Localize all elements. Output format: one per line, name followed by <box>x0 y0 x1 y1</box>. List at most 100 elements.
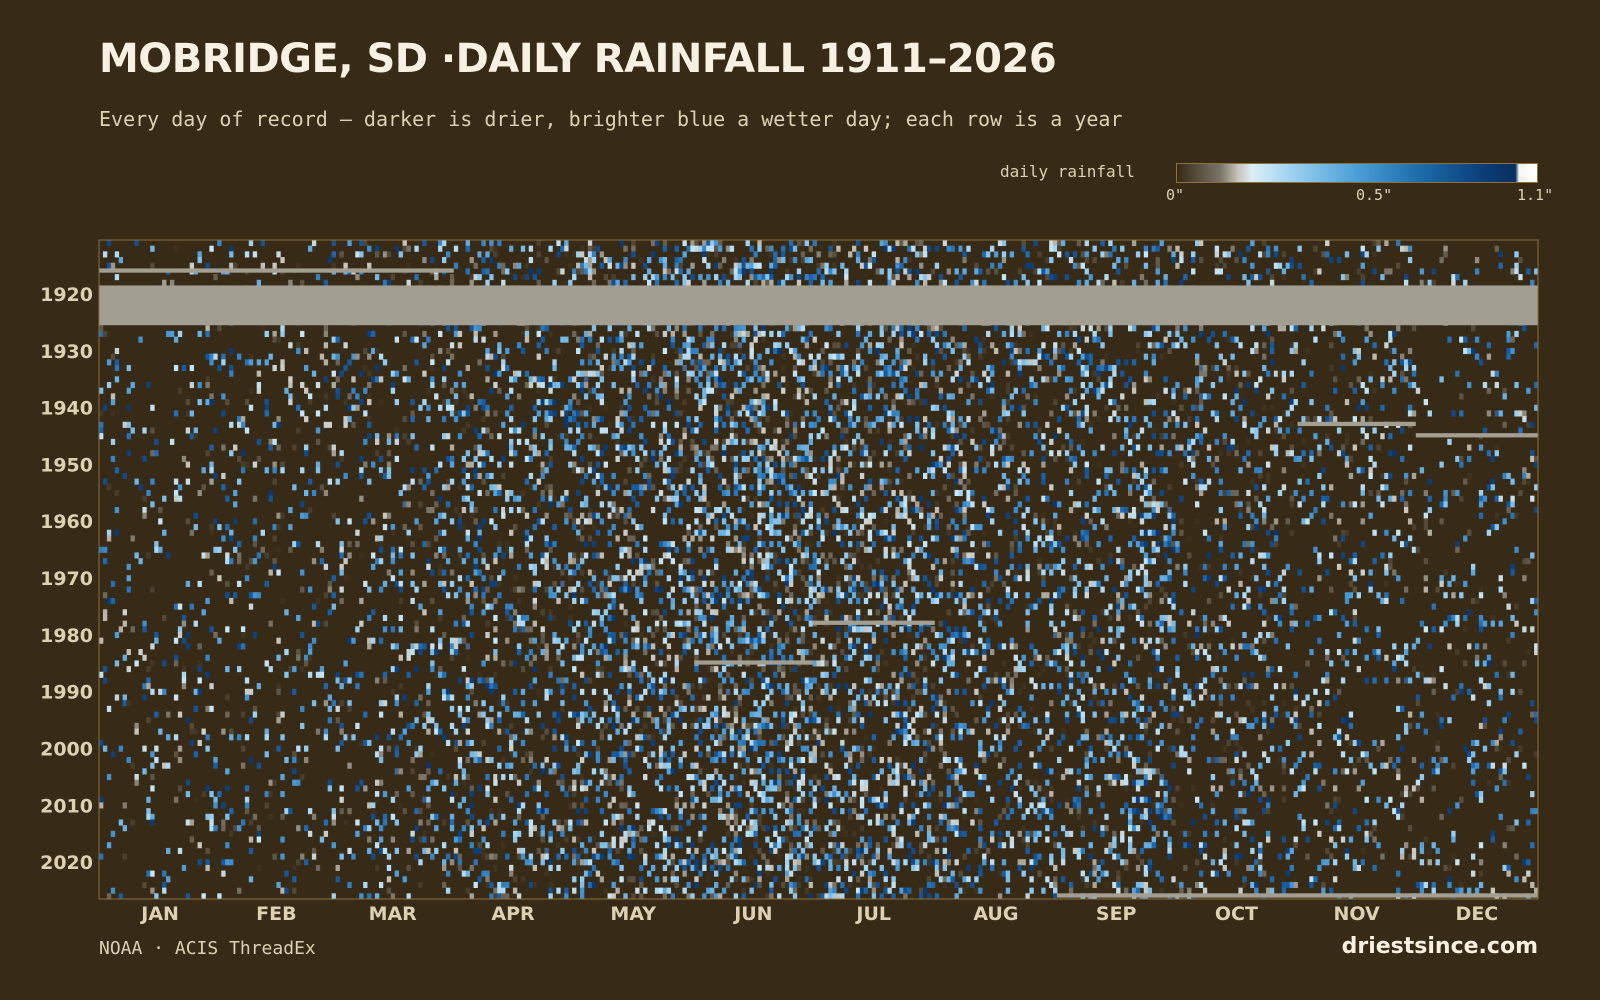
rain-cell <box>481 251 486 258</box>
rain-cell <box>540 336 545 343</box>
rain-cell <box>1502 387 1507 394</box>
rain-cell <box>832 410 837 417</box>
rain-cell <box>828 279 833 286</box>
rain-cell <box>1214 410 1220 417</box>
rain-cell <box>102 404 108 411</box>
rain-cell <box>497 387 502 394</box>
rain-cell <box>702 529 707 536</box>
rain-cell <box>1124 467 1129 474</box>
rain-cell <box>1262 364 1267 372</box>
rain-cell <box>1064 393 1070 400</box>
rain-cell <box>788 347 794 355</box>
rain-cell <box>1368 580 1373 587</box>
rain-cell <box>757 489 762 497</box>
rain-cell <box>414 274 419 281</box>
rain-cell <box>966 382 971 389</box>
rain-cell <box>986 512 991 519</box>
rain-cell <box>1265 268 1271 275</box>
rain-cell <box>954 433 959 440</box>
rain-cell <box>497 580 502 587</box>
rain-cell <box>1348 455 1354 462</box>
rain-cell <box>1072 529 1078 536</box>
rain-cell <box>792 524 798 531</box>
rain-cell <box>1234 501 1239 508</box>
rain-cell <box>532 416 538 423</box>
rain-cell <box>840 433 845 440</box>
rain-cell <box>548 387 553 394</box>
rain-cell <box>1143 569 1149 576</box>
rain-cell <box>686 387 691 394</box>
rain-cell <box>922 433 928 440</box>
rain-cell <box>990 387 995 394</box>
rain-cell <box>694 529 699 536</box>
rain-cell <box>1230 438 1235 445</box>
rain-cell <box>721 325 727 332</box>
rain-cell <box>919 382 924 389</box>
rain-cell <box>1439 461 1444 468</box>
rain-cell <box>792 257 798 264</box>
rain-cell <box>323 279 329 286</box>
rain-cell <box>714 274 719 281</box>
rain-cell <box>595 370 601 377</box>
rain-cell <box>524 512 530 519</box>
rain-cell <box>643 472 648 479</box>
rain-cell <box>643 580 648 587</box>
rain-cell <box>1037 569 1042 576</box>
rain-cell <box>623 529 628 536</box>
rain-cell <box>1009 342 1015 349</box>
rain-cell <box>966 399 971 406</box>
rain-cell <box>686 467 691 474</box>
rain-cell <box>875 359 881 366</box>
rain-cell <box>844 399 849 406</box>
rain-cell <box>753 330 758 337</box>
rain-cell <box>1388 336 1393 343</box>
rain-cell <box>1080 251 1086 258</box>
rain-cell <box>485 472 490 479</box>
rain-cell <box>441 529 447 536</box>
rain-cell <box>812 563 817 570</box>
rain-cell <box>844 563 849 570</box>
rain-cell <box>528 257 534 264</box>
rain-cell <box>682 274 687 281</box>
rain-cell <box>1013 575 1018 582</box>
rain-cell <box>1526 387 1531 394</box>
rain-cell <box>950 433 955 440</box>
rain-cell <box>386 279 392 286</box>
rain-cell <box>895 370 900 377</box>
rain-cell <box>654 569 660 576</box>
rain-cell <box>717 262 723 269</box>
rain-cell <box>623 444 628 451</box>
rain-cell <box>548 376 553 383</box>
rain-cell <box>1332 535 1338 542</box>
rain-cell <box>674 325 679 332</box>
rain-cell <box>1053 376 1058 383</box>
rain-cell <box>1474 268 1480 275</box>
rain-cell <box>769 359 774 366</box>
rain-cell <box>1356 347 1361 355</box>
rain-cell <box>753 416 758 423</box>
rain-cell <box>934 262 940 269</box>
rain-cell <box>1273 245 1279 252</box>
rain-cell <box>449 580 455 587</box>
rain-cell <box>741 450 746 457</box>
rain-cell <box>729 421 735 428</box>
rain-cell <box>1486 342 1492 349</box>
rain-cell <box>741 370 746 377</box>
rain-cell <box>1269 541 1275 548</box>
rain-cell <box>647 563 652 570</box>
rain-cell <box>875 268 881 275</box>
rain-cell <box>371 376 376 383</box>
rain-cell <box>611 353 616 360</box>
rain-cell <box>855 370 861 377</box>
rain-cell <box>1258 274 1263 281</box>
rain-cell <box>1037 427 1042 434</box>
rain-cell <box>887 370 892 377</box>
rain-cell <box>1522 558 1527 565</box>
rain-cell <box>248 359 254 366</box>
rain-cell <box>1415 387 1421 394</box>
rain-cell <box>1033 541 1038 548</box>
rain-cell <box>509 404 514 411</box>
rain-cell <box>1096 507 1101 514</box>
rain-cell <box>1025 575 1030 582</box>
rain-cell <box>757 467 762 474</box>
